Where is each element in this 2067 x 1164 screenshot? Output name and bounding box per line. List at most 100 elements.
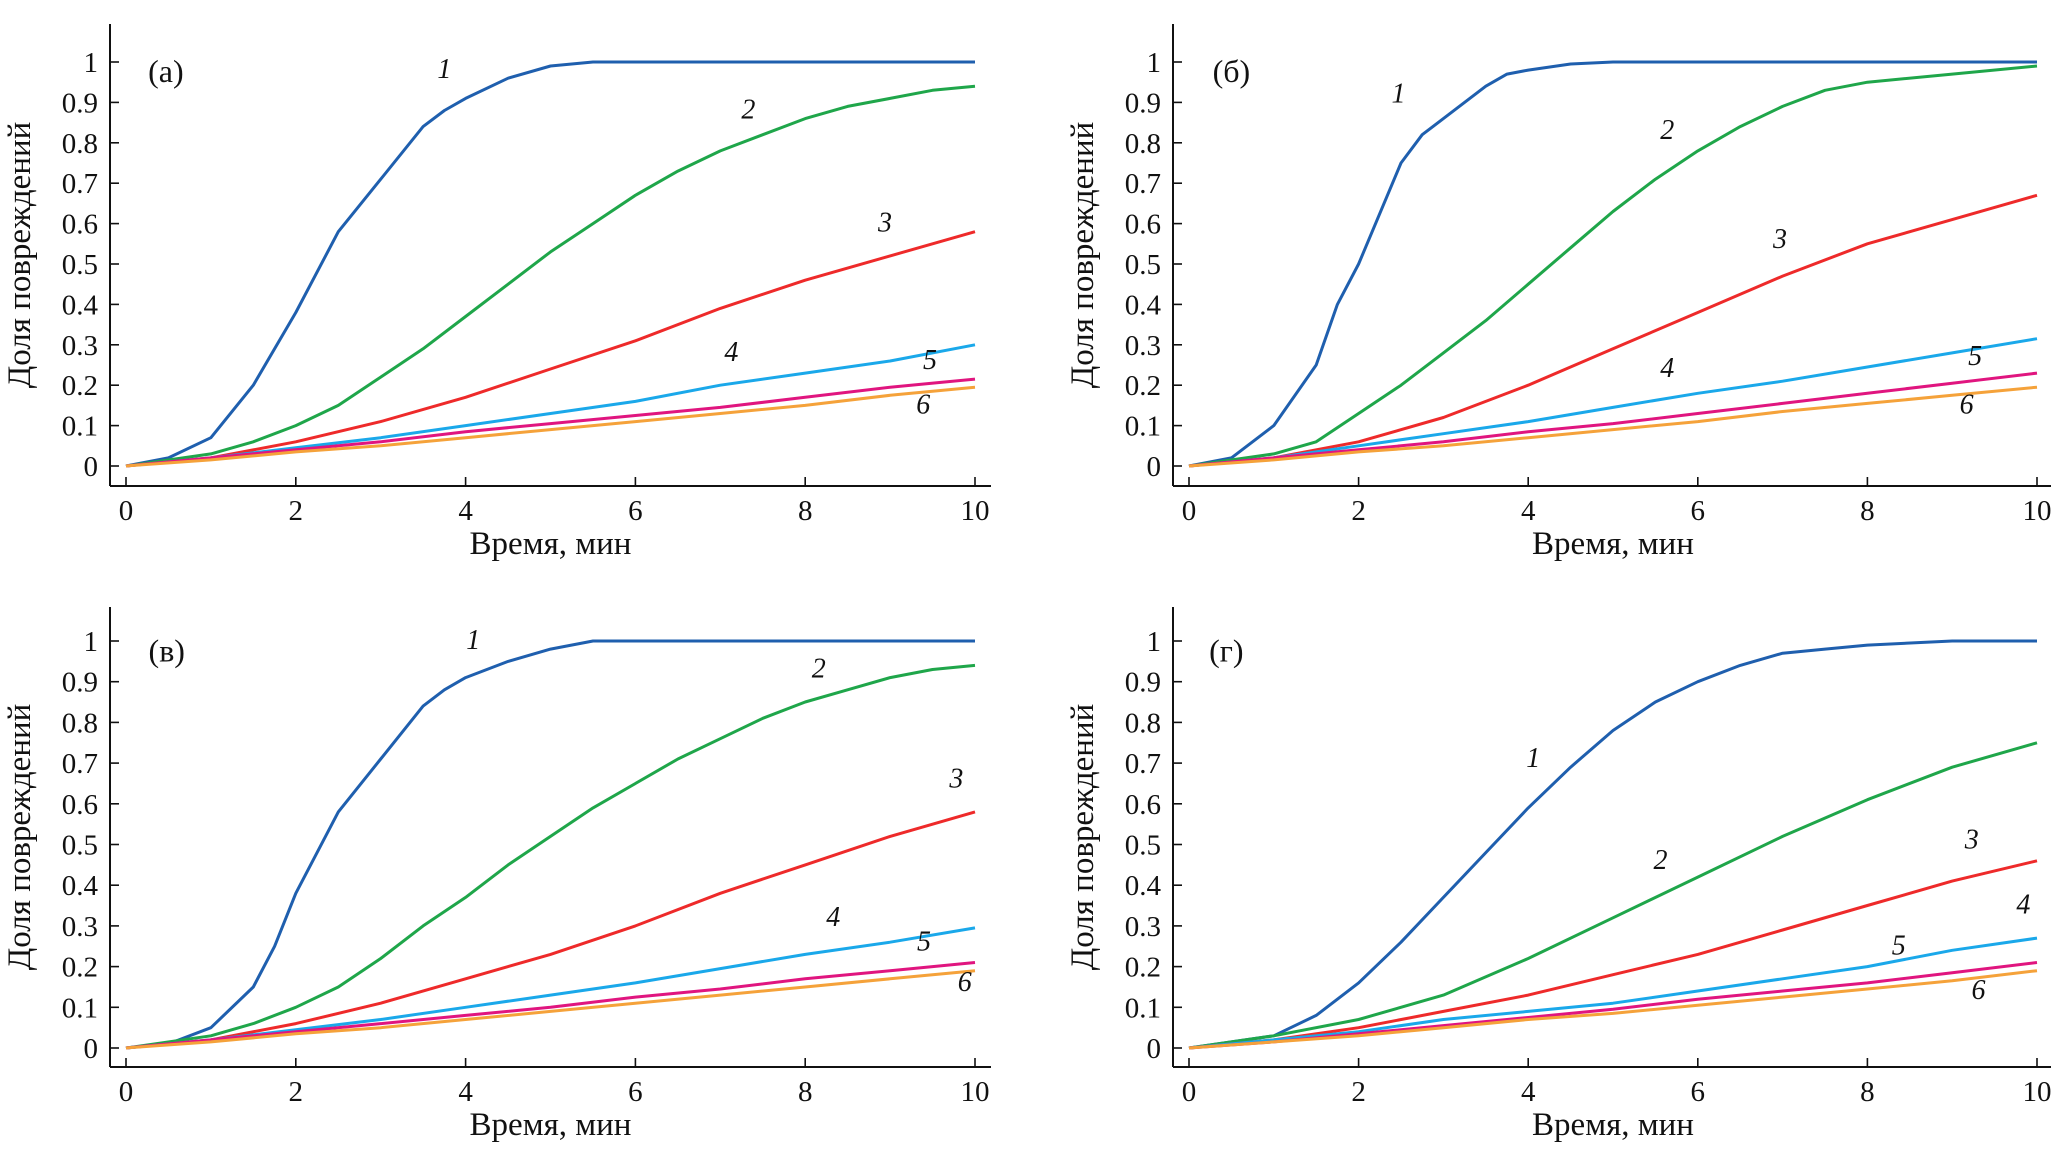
- x-axis-title: Время, мин: [470, 1107, 632, 1143]
- chart-panel-4: 00.10.20.30.40.50.60.70.80.910 2 4 6 8 10Врем…: [1065, 607, 2052, 1143]
- y-tick-label: 0.4: [1125, 289, 1162, 321]
- x-axis-title: Время, мин: [1532, 1107, 1694, 1143]
- curve-label-4: 4: [826, 902, 840, 933]
- y-tick-label: 0.7: [62, 748, 98, 780]
- x-tick-label: 6: [628, 495, 643, 527]
- x-tick-label: 4: [1521, 1076, 1536, 1108]
- y-tick-label: 0.1: [62, 411, 98, 443]
- y-tick-label: 0.5: [1125, 249, 1161, 281]
- curve-label-1: 1: [1391, 78, 1405, 109]
- y-tick-label: 0.7: [1125, 748, 1161, 780]
- y-tick-label: 0.3: [62, 330, 98, 362]
- y-tick-label: 0.5: [62, 830, 98, 862]
- y-tick-label: 0.2: [1125, 370, 1161, 402]
- curve-label-3: 3: [1964, 825, 1979, 856]
- y-tick-label: 0: [84, 451, 99, 483]
- x-tick-label: 8: [1860, 495, 1875, 527]
- x-tick-label: 0: [1182, 1076, 1197, 1108]
- x-tick-label: 6: [1691, 1076, 1706, 1108]
- y-tick-label: 0.6: [1125, 209, 1161, 241]
- series-line-5: [1188, 371, 2038, 468]
- x-tick-label: 0: [119, 495, 134, 527]
- curve-label-6: 6: [1960, 389, 1974, 420]
- curve-label-2: 2: [1660, 115, 1674, 146]
- y-tick-label: 0.3: [1125, 911, 1161, 943]
- y-tick-label: 0.9: [62, 87, 98, 119]
- chart-panel-1: 00.10.20.30.40.50.60.70.80.910 2 4 6 8 10Врем…: [2, 24, 991, 562]
- x-tick-label: 8: [1860, 1076, 1875, 1108]
- y-tick-label: 0.1: [62, 992, 98, 1024]
- x-tick-label: 10: [2023, 495, 2052, 527]
- x-axis-title: Время, мин: [1532, 526, 1694, 562]
- series-line-6: [125, 969, 976, 1050]
- series-line-5: [125, 377, 976, 468]
- y-tick-label: 0.1: [1125, 992, 1161, 1024]
- y-tick-label: 0.7: [1125, 168, 1161, 200]
- curve-label-1: 1: [1526, 743, 1540, 774]
- series-line-2: [1188, 741, 2038, 1050]
- y-tick-label: 0.9: [62, 667, 98, 699]
- y-tick-label: 0.9: [1125, 667, 1161, 699]
- curve-label-4: 4: [724, 337, 738, 368]
- curve-label-5: 5: [917, 926, 931, 957]
- x-tick-label: 6: [628, 1076, 643, 1108]
- series-line-6: [1188, 385, 2038, 468]
- y-tick-label: 0.6: [62, 209, 98, 241]
- y-tick-label: 0: [1147, 451, 1162, 483]
- y-tick-label: 0.5: [62, 249, 98, 281]
- series-line-5: [125, 961, 976, 1050]
- x-tick-label: 2: [1351, 495, 1366, 527]
- x-tick-label: 8: [798, 1076, 813, 1108]
- y-axis-title: Доля повреждений: [1065, 122, 1101, 389]
- curve-label-3: 3: [1772, 224, 1787, 255]
- series-line-4: [1188, 337, 2038, 468]
- series-line-2: [125, 663, 976, 1050]
- curve-label-5: 5: [1968, 341, 1982, 372]
- x-tick-label: 4: [1521, 495, 1536, 527]
- y-tick-label: 0: [84, 1033, 99, 1065]
- panel-label: (а): [148, 53, 184, 89]
- series-line-3: [1188, 193, 2038, 468]
- y-tick-label: 0.7: [62, 168, 98, 200]
- curve-label-2: 2: [812, 654, 826, 685]
- curve-label-1: 1: [466, 625, 480, 656]
- y-tick-label: 0.8: [1125, 707, 1161, 739]
- curve-label-2: 2: [741, 95, 755, 126]
- curve-label-5: 5: [923, 345, 937, 376]
- series-line-1: [1188, 60, 2037, 468]
- series-line-6: [125, 385, 976, 468]
- y-tick-label: 1: [1147, 47, 1162, 79]
- y-tick-label: 0.9: [1125, 87, 1161, 119]
- x-tick-label: 2: [289, 1076, 304, 1108]
- panel-label: (б): [1213, 53, 1251, 89]
- series-line-4: [1188, 936, 2038, 1050]
- curve-label-6: 6: [1971, 975, 1985, 1006]
- y-tick-label: 0.1: [1125, 411, 1161, 443]
- series-line-3: [1188, 859, 2038, 1050]
- curve-label-4: 4: [1660, 353, 1674, 384]
- y-tick-label: 0: [1147, 1033, 1162, 1065]
- x-tick-label: 10: [961, 495, 990, 527]
- x-tick-label: 2: [1351, 1076, 1366, 1108]
- y-tick-label: 0.6: [62, 789, 98, 821]
- x-tick-label: 10: [2023, 1076, 2052, 1108]
- y-tick-label: 0.4: [1125, 870, 1162, 902]
- curve-label-5: 5: [1892, 930, 1906, 961]
- x-tick-label: 8: [798, 495, 813, 527]
- series-line-3: [125, 230, 976, 468]
- panel-label: (г): [1209, 632, 1243, 668]
- y-tick-label: 0.4: [62, 289, 99, 321]
- y-tick-label: 0.2: [62, 952, 98, 984]
- chart-panel-2: 00.10.20.30.40.50.60.70.80.910 2 4 6 8 10Врем…: [1065, 24, 2052, 562]
- series-line-2: [125, 84, 976, 468]
- y-tick-label: 0.2: [1125, 952, 1161, 984]
- x-tick-label: 4: [458, 495, 473, 527]
- series-line-1: [125, 639, 975, 1050]
- y-tick-label: 0.8: [1125, 128, 1161, 160]
- y-tick-label: 0.2: [62, 370, 98, 402]
- curve-label-2: 2: [1653, 845, 1667, 876]
- y-axis-title: Доля повреждений: [2, 704, 38, 971]
- x-tick-label: 2: [289, 495, 304, 527]
- x-tick-label: 10: [961, 1076, 990, 1108]
- series-line-6: [1188, 969, 2038, 1050]
